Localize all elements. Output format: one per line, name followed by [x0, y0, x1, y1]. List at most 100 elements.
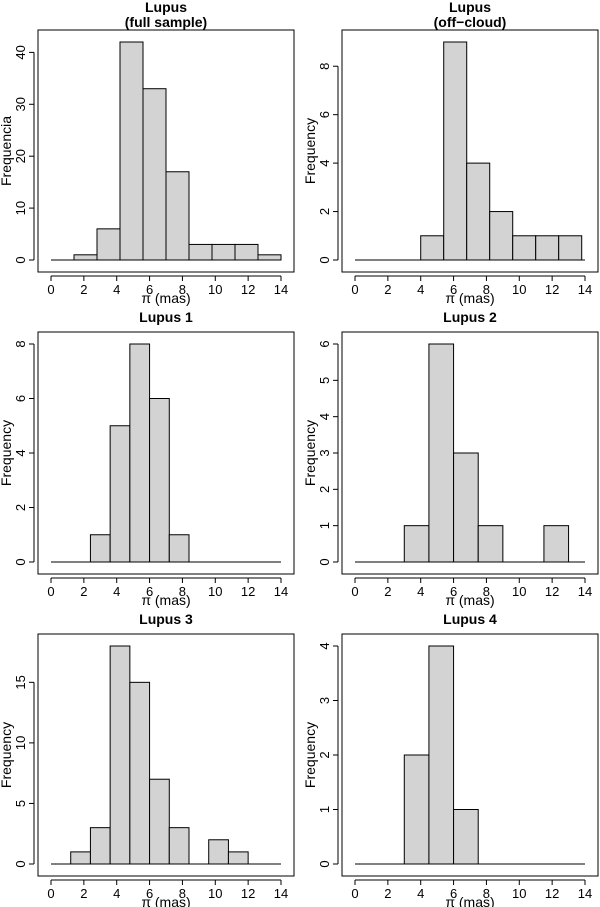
y-tick-label: 2: [13, 504, 28, 511]
x-tick-label: 14: [578, 282, 592, 297]
x-tick-label: 2: [384, 886, 391, 901]
x-tick-label: 10: [208, 282, 222, 297]
y-tick-label: 2: [317, 486, 332, 493]
x-tick-label: 8: [483, 584, 490, 599]
y-tick-label: 8: [13, 340, 28, 347]
x-tick-label: 10: [512, 886, 526, 901]
y-tick-label: 0: [317, 860, 332, 867]
x-tick-label: 4: [417, 584, 424, 599]
x-tick-label: 2: [80, 584, 87, 599]
x-tick-label: 14: [274, 886, 288, 901]
histogram-bar: [234, 243, 259, 261]
histogram-bar: [403, 754, 430, 865]
histogram-bar: [149, 398, 170, 563]
y-tick-label: 40: [13, 45, 28, 59]
histogram-bar: [96, 228, 121, 261]
x-tick-label: 0: [47, 886, 54, 901]
y-tick-label: 2: [317, 208, 332, 215]
histogram-bar: [403, 525, 430, 563]
x-axis-label: π (mas): [445, 290, 494, 306]
histogram-bar: [558, 235, 583, 261]
panel-title: Lupus 4: [443, 611, 497, 627]
x-tick-label: 6: [146, 886, 153, 901]
histogram-bar: [109, 425, 131, 563]
histogram-bar: [453, 809, 479, 865]
plot-frame: [341, 331, 599, 575]
histogram-bar: [428, 343, 455, 563]
y-tick-label: 6: [317, 111, 332, 118]
x-axis-label: π (mas): [141, 592, 190, 608]
x-tick-label: 12: [241, 584, 255, 599]
x-tick-label: 6: [146, 282, 153, 297]
y-tick-label: 0: [317, 558, 332, 565]
histogram-bar: [453, 452, 479, 563]
panel-subtitle: (off−cloud): [434, 14, 507, 30]
x-tick-label: 14: [578, 584, 592, 599]
y-tick-label: 4: [13, 449, 28, 456]
y-axis-label: Frequency: [0, 420, 14, 486]
x-tick-label: 12: [545, 282, 559, 297]
x-axis-label: π (mas): [445, 592, 494, 608]
histogram-bar: [257, 254, 282, 261]
panel-title: Lupus 1: [139, 309, 193, 325]
histogram-bar: [428, 645, 455, 865]
panel-subtitle: (full sample): [125, 14, 207, 30]
y-tick-label: 6: [317, 340, 332, 347]
histogram-bar: [443, 41, 468, 261]
histogram-panel-5: 0 2 4 6 8 10 12 14 0 5 10 15 π (mas) Frequency Lupus 3: [0, 611, 295, 907]
x-tick-label: 14: [274, 584, 288, 599]
histogram-bar: [149, 778, 170, 865]
histogram-panel-1: 0 2 4 6 8 10 12 14 0 10 20 30 40 π (mas) Frequencia Lup…: [0, 0, 295, 306]
y-axis-label: Frequency: [302, 722, 318, 788]
histogram-bar: [109, 645, 131, 865]
histogram-bar: [70, 851, 91, 865]
histogram-bar: [477, 525, 504, 563]
y-tick-label: 30: [13, 97, 28, 111]
x-tick-label: 12: [545, 886, 559, 901]
histogram-bar: [466, 162, 491, 261]
x-tick-label: 2: [384, 282, 391, 297]
plot-frame: [37, 633, 295, 877]
y-tick-label: 0: [13, 558, 28, 565]
x-tick-label: 12: [545, 584, 559, 599]
y-tick-label: 4: [317, 413, 332, 420]
x-tick-label: 0: [47, 584, 54, 599]
plot-frame: [37, 29, 295, 273]
y-tick-label: 0: [13, 256, 28, 263]
y-tick-label: 1: [317, 806, 332, 813]
y-tick-label: 15: [13, 675, 28, 689]
y-tick-label: 10: [13, 736, 28, 750]
x-tick-label: 8: [483, 282, 490, 297]
x-tick-label: 0: [351, 584, 358, 599]
plot-frame: [341, 633, 599, 877]
y-tick-label: 20: [13, 149, 28, 163]
x-axis-label: π (mas): [141, 290, 190, 306]
x-tick-label: 8: [179, 282, 186, 297]
x-tick-label: 14: [274, 282, 288, 297]
x-tick-label: 0: [351, 886, 358, 901]
y-tick-label: 4: [317, 159, 332, 166]
histogram-bar: [543, 525, 570, 563]
x-tick-label: 4: [113, 584, 120, 599]
y-tick-label: 5: [13, 800, 28, 807]
x-tick-label: 10: [512, 584, 526, 599]
x-tick-label: 10: [512, 282, 526, 297]
y-axis-label: Frequencia: [0, 116, 14, 186]
x-tick-label: 2: [80, 886, 87, 901]
x-tick-label: 8: [179, 886, 186, 901]
x-tick-label: 8: [179, 584, 186, 599]
histogram-bar: [420, 235, 445, 261]
histogram-bar: [208, 839, 229, 865]
x-tick-label: 12: [241, 282, 255, 297]
y-tick-label: 0: [317, 256, 332, 263]
y-tick-label: 0: [13, 860, 28, 867]
y-tick-label: 3: [317, 697, 332, 704]
y-axis-label: Frequency: [0, 722, 14, 788]
x-tick-label: 10: [208, 584, 222, 599]
y-tick-label: 3: [317, 449, 332, 456]
x-tick-label: 10: [208, 886, 222, 901]
